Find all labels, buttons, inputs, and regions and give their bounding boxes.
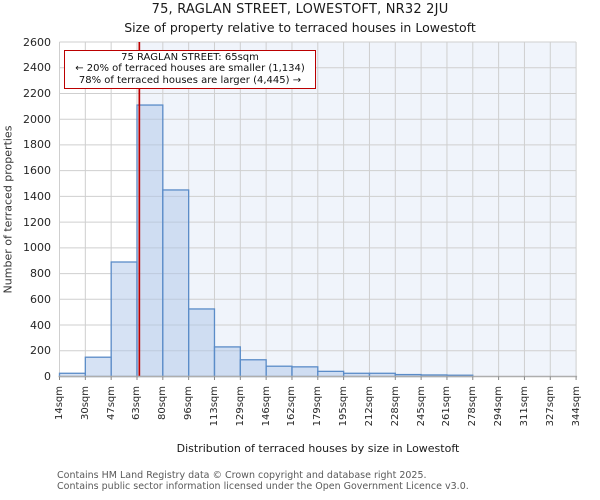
y-tick-label: 800 — [30, 267, 51, 281]
footer-line-2: Contains public sector information licen… — [57, 480, 469, 492]
y-tick-label: 2400 — [23, 61, 51, 75]
x-tick-label: 294sqm — [493, 385, 505, 426]
y-tick-label: 2200 — [23, 86, 51, 100]
x-tick-label: 129sqm — [234, 385, 246, 426]
footer-line-1: Contains HM Land Registry data © Crown c… — [57, 470, 427, 481]
annotation-box: 75 RAGLAN STREET: 65sqm ← 20% of terrace… — [64, 50, 316, 90]
x-tick-label: 96sqm — [183, 385, 195, 420]
y-tick-label: 1400 — [23, 189, 51, 203]
y-tick-label: 1000 — [23, 241, 51, 255]
histogram-bar — [110, 261, 138, 378]
x-tick-label: 195sqm — [338, 385, 350, 426]
x-tick-label: 30sqm — [79, 385, 91, 420]
x-tick-label: 344sqm — [570, 385, 582, 426]
histogram-bar — [136, 104, 164, 378]
annotation-smaller-stat: ← 20% of terraced houses are smaller (1,… — [75, 63, 305, 75]
footer-attribution: Contains HM Land Registry data © Crown c… — [57, 470, 469, 493]
x-tick-label: 212sqm — [363, 385, 375, 426]
page-title: 75, RAGLAN STREET, LOWESTOFT, NR32 2JU — [151, 2, 449, 17]
x-tick-label: 245sqm — [415, 385, 427, 426]
page-subtitle: Size of property relative to terraced ho… — [124, 20, 476, 35]
histogram-bar — [162, 189, 190, 378]
x-tick-label: 278sqm — [467, 385, 479, 426]
y-tick-label: 2600 — [23, 35, 51, 49]
x-tick-label: 47sqm — [105, 385, 117, 420]
y-tick-label: 2000 — [23, 112, 51, 126]
y-tick-label: 600 — [30, 292, 51, 306]
x-tick-label: 14sqm — [54, 385, 65, 420]
x-tick-label: 311sqm — [518, 385, 530, 426]
y-tick-label: 400 — [30, 318, 51, 332]
y-tick-label: 200 — [30, 344, 51, 358]
x-tick-label: 327sqm — [544, 385, 556, 426]
x-axis-label: Distribution of terraced houses by size … — [176, 442, 460, 455]
histogram-bar — [265, 365, 293, 378]
histogram-bar — [291, 366, 319, 378]
histogram-bar — [84, 356, 112, 378]
x-tick-label: 80sqm — [157, 385, 169, 420]
x-tick-label: 113sqm — [208, 385, 220, 426]
y-tick-label: 0 — [44, 370, 51, 383]
y-tick-label: 1800 — [23, 138, 51, 152]
x-tick-label: 261sqm — [441, 385, 453, 426]
x-tick-label: 146sqm — [260, 385, 272, 426]
x-tick-label: 63sqm — [131, 385, 143, 420]
y-tick-label: 1600 — [23, 164, 51, 178]
y-tick-label: 1200 — [23, 215, 51, 229]
x-tick-label: 179sqm — [312, 385, 324, 426]
histogram-bar — [239, 359, 267, 378]
x-tick-label: 228sqm — [389, 385, 401, 426]
histogram-bar — [187, 308, 216, 378]
annotation-larger-stat: 78% of terraced houses are larger (4,445… — [78, 74, 302, 86]
histogram-bar — [213, 346, 241, 378]
annotation-property-size: 75 RAGLAN STREET: 65sqm — [121, 52, 259, 63]
x-tick-label: 162sqm — [286, 385, 298, 426]
y-axis-label: Number of terraced properties — [1, 125, 15, 294]
